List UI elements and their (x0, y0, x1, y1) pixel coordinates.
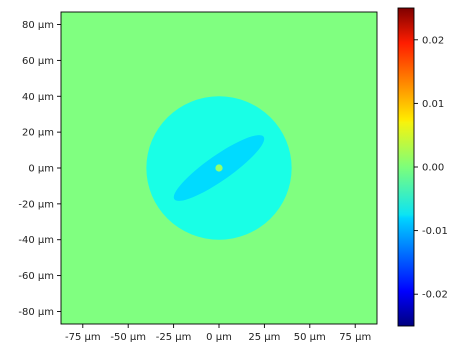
y-tick-label: -20 µm (18, 199, 54, 210)
x-tick-label: 25 µm (248, 332, 280, 343)
y-tick-label: -80 µm (18, 307, 54, 318)
heatmap-region-3 (215, 164, 223, 172)
colorbar-tick-label: -0.01 (422, 226, 448, 237)
y-tick-label: -60 µm (18, 271, 54, 282)
x-tick-label: -75 µm (65, 332, 101, 343)
colorbar-tick-label: 0.00 (422, 163, 444, 174)
colorbar-tick-label: 0.02 (422, 35, 444, 46)
y-tick-label: 20 µm (22, 128, 54, 139)
x-tick-label: -50 µm (110, 332, 146, 343)
colorbar: 0.02 0.01 0.00 -0.01 -0.02 (397, 7, 448, 327)
y-tick-label: 40 µm (22, 92, 54, 103)
colorbar-tick-label: 0.01 (422, 99, 444, 110)
x-tick-label: 0 µm (206, 332, 232, 343)
x-tick-label: 50 µm (294, 332, 326, 343)
colorbar-tick-label: -0.02 (422, 290, 448, 301)
y-tick-label: 60 µm (22, 56, 54, 67)
plot-area (60, 11, 378, 325)
y-tick-label: 80 µm (22, 20, 54, 31)
y-tick-label: -40 µm (18, 235, 54, 246)
y-tick-label: 0 µm (28, 164, 54, 175)
axes: -75 µm -50 µm -25 µm 0 µm 25 µm 50 µm 75 µm 80 … (18, 20, 371, 343)
x-tick-label: 75 µm (339, 332, 371, 343)
colorbar-gradient (397, 7, 415, 327)
x-tick-label: -25 µm (156, 332, 192, 343)
